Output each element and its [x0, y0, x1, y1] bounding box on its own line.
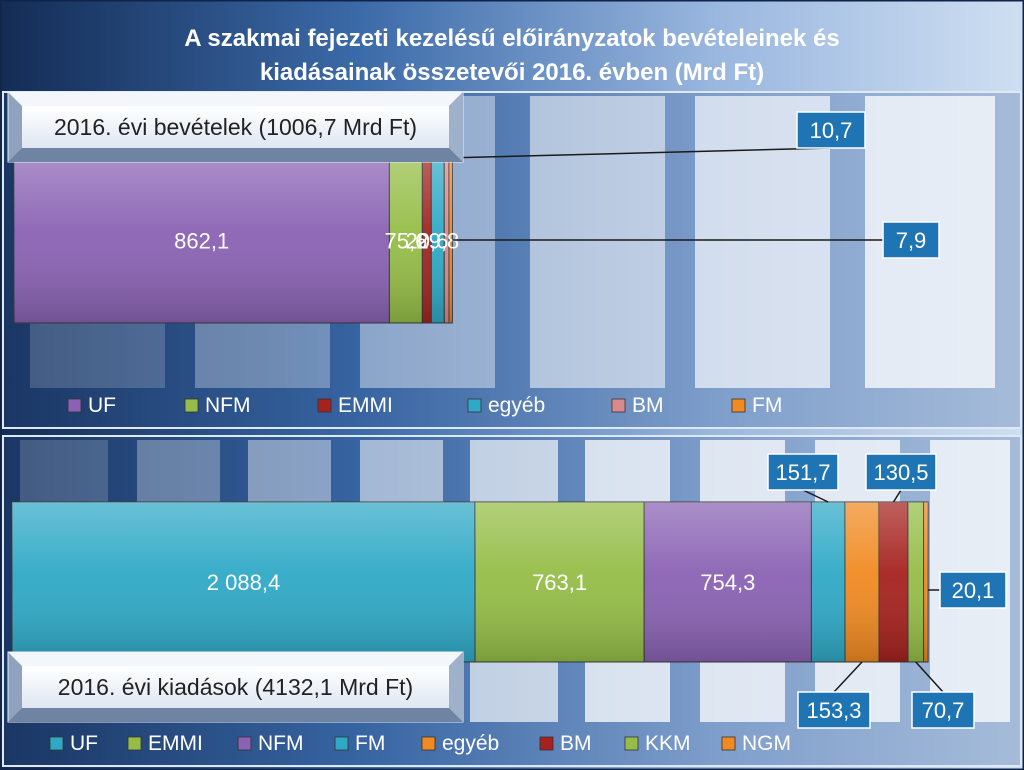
- panel-title-box: [22, 106, 449, 148]
- data-label: 862,1: [174, 229, 229, 254]
- legend-swatch: [467, 398, 482, 413]
- legend-entry: UF: [88, 394, 116, 417]
- bevel-top: [8, 652, 463, 666]
- expenditure-panel: 2 088,4 763,1 754,3 151,7 153,3 130,5 70,7 20,1…: [2, 435, 1022, 767]
- chart-title-line1: A szakmai fejezeti kezelésű előirányzato…: [184, 25, 839, 52]
- legend-entry: egyéb: [488, 394, 545, 417]
- chart-title-line2: kiadásainak összetevői 2016. évben (Mrd …: [260, 59, 764, 86]
- legend-swatch: [127, 736, 142, 751]
- bevel-bottom: [8, 708, 463, 722]
- data-label: 29,8: [416, 229, 459, 254]
- bar-gloss: [444, 158, 449, 323]
- legend-swatch: [184, 398, 199, 413]
- data-label-box: [767, 453, 839, 491]
- data-label-box: [882, 221, 940, 259]
- data-label-box: [797, 691, 871, 729]
- legend-entry: NFM: [258, 732, 304, 755]
- leader-line: [833, 661, 863, 693]
- bevel-bottom: [8, 148, 463, 162]
- legend-swatch: [49, 736, 64, 751]
- bar-gloss: [811, 502, 845, 662]
- bar-gloss: [389, 158, 423, 323]
- leader-line: [892, 489, 902, 503]
- legend-entry: KKM: [645, 732, 691, 755]
- data-label: 151,7: [775, 460, 830, 485]
- data-label: 20,6: [405, 229, 448, 254]
- data-label-box: [911, 691, 975, 729]
- legend-swatch: [731, 398, 746, 413]
- panel-title-box: [22, 666, 449, 708]
- bar-gloss: [923, 502, 929, 662]
- legend-swatch: [421, 736, 436, 751]
- data-label: 75,6: [384, 229, 427, 254]
- bevel-right: [449, 92, 463, 162]
- bevel-right: [449, 652, 463, 722]
- legend-entry: FM: [752, 394, 782, 417]
- bar-gloss: [14, 158, 390, 323]
- legend-swatch: [334, 736, 349, 751]
- data-label: 763,1: [532, 570, 587, 595]
- legend-entry: FM: [355, 732, 385, 755]
- legend-swatch: [539, 736, 554, 751]
- legend-entry: egyéb: [442, 732, 499, 755]
- bar-gloss: [431, 158, 445, 323]
- bar-gloss: [644, 502, 812, 662]
- data-label: 130,5: [873, 460, 928, 485]
- legend-swatch: [611, 398, 626, 413]
- revenue-panel: 862,1 75,620,629,8 10,7 7,9 2016. évi bevéte…: [2, 91, 1022, 429]
- legend-entry: NGM: [742, 732, 791, 755]
- panel-title: 2016. évi bevételek (1006,7 Mrd Ft): [54, 114, 417, 140]
- data-label: 2 088,4: [207, 570, 280, 595]
- bar-gloss: [449, 158, 453, 323]
- legend-entry: EMMI: [338, 394, 393, 417]
- panel-title: 2016. évi kiadások (4132,1 Mrd Ft): [58, 674, 413, 700]
- data-label-box: [796, 111, 866, 149]
- leader-line: [446, 147, 832, 159]
- bevel-top: [8, 92, 463, 106]
- data-label: 10,7: [810, 118, 853, 143]
- data-label: 70,7: [922, 698, 965, 723]
- bar-gloss: [12, 502, 475, 662]
- legend-entry: UF: [70, 732, 98, 755]
- data-label: 153,3: [806, 698, 861, 723]
- data-label: 754,3: [700, 570, 755, 595]
- legend-entry: NFM: [205, 394, 251, 417]
- legend-swatch: [624, 736, 639, 751]
- leader-line: [802, 489, 829, 503]
- data-label: 7,9: [896, 228, 927, 253]
- bar-gloss: [422, 158, 432, 323]
- data-label: 20,1: [952, 578, 995, 603]
- bar-gloss: [475, 502, 645, 662]
- legend-entry: BM: [560, 732, 592, 755]
- leader-line: [915, 661, 944, 693]
- bar-gloss: [879, 502, 908, 662]
- data-label-box: [865, 453, 937, 491]
- legend-entry: BM: [632, 394, 664, 417]
- legend-entry: EMMI: [148, 732, 203, 755]
- data-label-box: [939, 571, 1007, 609]
- legend-swatch: [317, 398, 332, 413]
- background-stripe: [530, 96, 665, 388]
- legend-swatch: [67, 398, 82, 413]
- legend-swatch: [237, 736, 252, 751]
- legend-swatch: [721, 736, 736, 751]
- bar-gloss: [908, 502, 924, 662]
- bar-gloss: [845, 502, 879, 662]
